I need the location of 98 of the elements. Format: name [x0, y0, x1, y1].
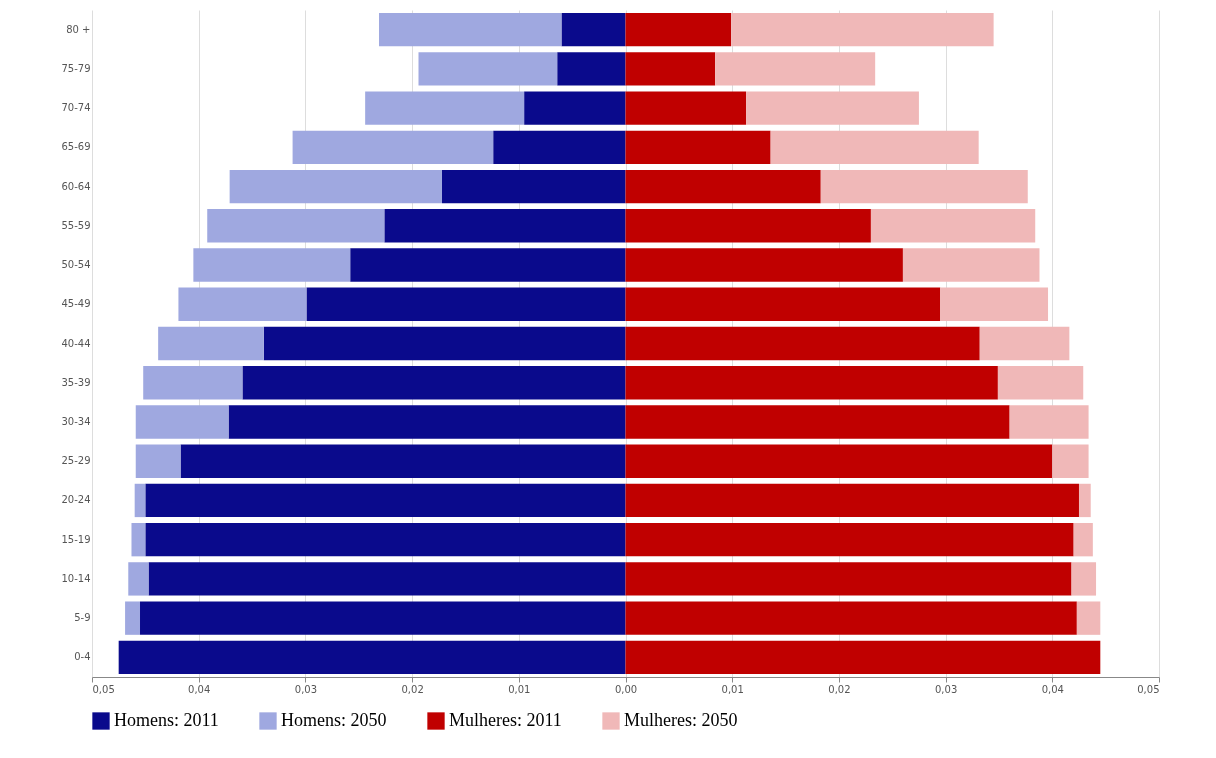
bar	[625, 523, 1074, 557]
y-tick-label: 25-29	[61, 455, 91, 467]
bar	[178, 287, 307, 321]
y-tick-label: 65-69	[61, 141, 91, 153]
bar	[997, 366, 1084, 400]
bar	[193, 248, 351, 282]
bar	[625, 562, 1072, 596]
x-tick-label: 0,03	[294, 683, 318, 695]
y-tick-label: 10-14	[61, 572, 91, 584]
x-tick-label: 0,05	[1137, 683, 1160, 695]
bar	[625, 640, 1101, 675]
bar	[561, 12, 626, 47]
x-tick-label: 0,02	[401, 683, 424, 695]
bar	[365, 91, 525, 125]
y-tick-label: 60-64	[61, 180, 91, 192]
bar	[1009, 405, 1089, 439]
y-tick-label: 5-9	[74, 612, 91, 624]
bar	[379, 12, 562, 47]
bar	[143, 366, 243, 400]
x-tick-label: 0,04	[1041, 683, 1064, 695]
bar	[118, 640, 626, 675]
y-tick-label: 55-59	[61, 219, 91, 231]
bar	[493, 130, 626, 164]
bar	[140, 601, 626, 635]
bar	[820, 169, 1028, 204]
y-tick-label: 80 +	[66, 23, 91, 35]
bar	[940, 287, 1049, 321]
bar	[350, 248, 626, 282]
x-tick-label: 0,04	[188, 683, 211, 695]
bar	[870, 209, 1036, 243]
y-tick-label: 45-49	[61, 298, 91, 310]
bar	[306, 287, 626, 321]
bar	[557, 52, 626, 86]
bar	[292, 130, 494, 164]
bar	[145, 483, 626, 518]
bar	[148, 562, 626, 596]
bar	[207, 209, 385, 243]
x-tick-label: 0,00	[614, 683, 638, 695]
y-tick-label: 40-44	[61, 337, 91, 349]
bar	[625, 209, 871, 243]
bar	[902, 248, 1040, 282]
bar	[625, 91, 747, 125]
y-tick-label: 50-54	[61, 259, 91, 271]
bar	[979, 326, 1070, 361]
bar	[135, 405, 229, 439]
bar	[625, 444, 1053, 478]
bar	[625, 169, 821, 204]
bar	[180, 444, 626, 478]
bar	[135, 444, 181, 478]
y-tick-label: 75-79	[61, 62, 91, 74]
bar	[384, 209, 626, 243]
bar	[1073, 523, 1093, 557]
x-tick-label: 0,01	[508, 683, 531, 695]
y-tick-label: 70-74	[61, 102, 91, 114]
bar	[125, 601, 141, 635]
y-tick-label: 35-39	[61, 376, 91, 388]
bar	[625, 12, 732, 47]
legend-label: Homens: 2050	[281, 710, 387, 730]
bar	[625, 287, 941, 321]
bar	[715, 52, 876, 86]
bar	[242, 366, 626, 400]
bar	[746, 91, 919, 125]
legend-label: Mulheres: 2011	[449, 710, 562, 730]
bar	[229, 169, 442, 204]
bar	[1078, 483, 1091, 518]
y-tick-label: 30-34	[61, 415, 91, 427]
bar	[625, 52, 716, 86]
bar	[158, 326, 264, 361]
bar	[145, 523, 626, 557]
bar	[441, 169, 626, 204]
legend-label: Homens: 2011	[114, 710, 219, 730]
bar	[625, 130, 771, 164]
bar	[263, 326, 626, 361]
x-tick-label: 0,01	[721, 683, 744, 695]
bar	[625, 248, 903, 282]
y-tick-label: 20-24	[61, 494, 91, 506]
bar	[418, 52, 558, 86]
bar	[1071, 562, 1097, 596]
bar	[1076, 601, 1101, 635]
y-tick-label: 15-19	[61, 533, 91, 545]
bar	[131, 523, 146, 557]
bar	[1052, 444, 1089, 478]
legend-label: Mulheres: 2050	[624, 710, 738, 730]
bar	[625, 601, 1077, 635]
bar	[128, 562, 149, 596]
bar	[731, 12, 994, 47]
x-tick-label: 0,05	[92, 683, 115, 695]
x-tick-label: 0,02	[828, 683, 851, 695]
y-tick-label: 0-4	[74, 651, 91, 663]
bar	[134, 483, 146, 518]
bar	[228, 405, 626, 439]
bar	[625, 326, 980, 361]
bar	[625, 366, 998, 400]
bar	[625, 405, 1010, 439]
bar	[524, 91, 626, 125]
bar	[625, 483, 1079, 518]
bar	[770, 130, 979, 164]
x-tick-label: 0,03	[934, 683, 958, 695]
